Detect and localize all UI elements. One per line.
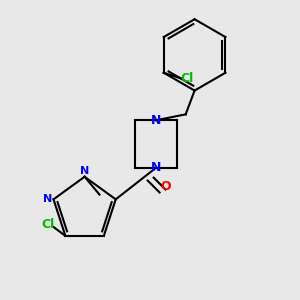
Text: N: N xyxy=(80,166,89,176)
Text: N: N xyxy=(151,114,161,127)
Text: N: N xyxy=(151,161,161,174)
Text: Cl: Cl xyxy=(41,218,54,230)
Text: N: N xyxy=(43,194,52,204)
Text: Cl: Cl xyxy=(181,72,194,85)
Text: O: O xyxy=(160,180,171,193)
